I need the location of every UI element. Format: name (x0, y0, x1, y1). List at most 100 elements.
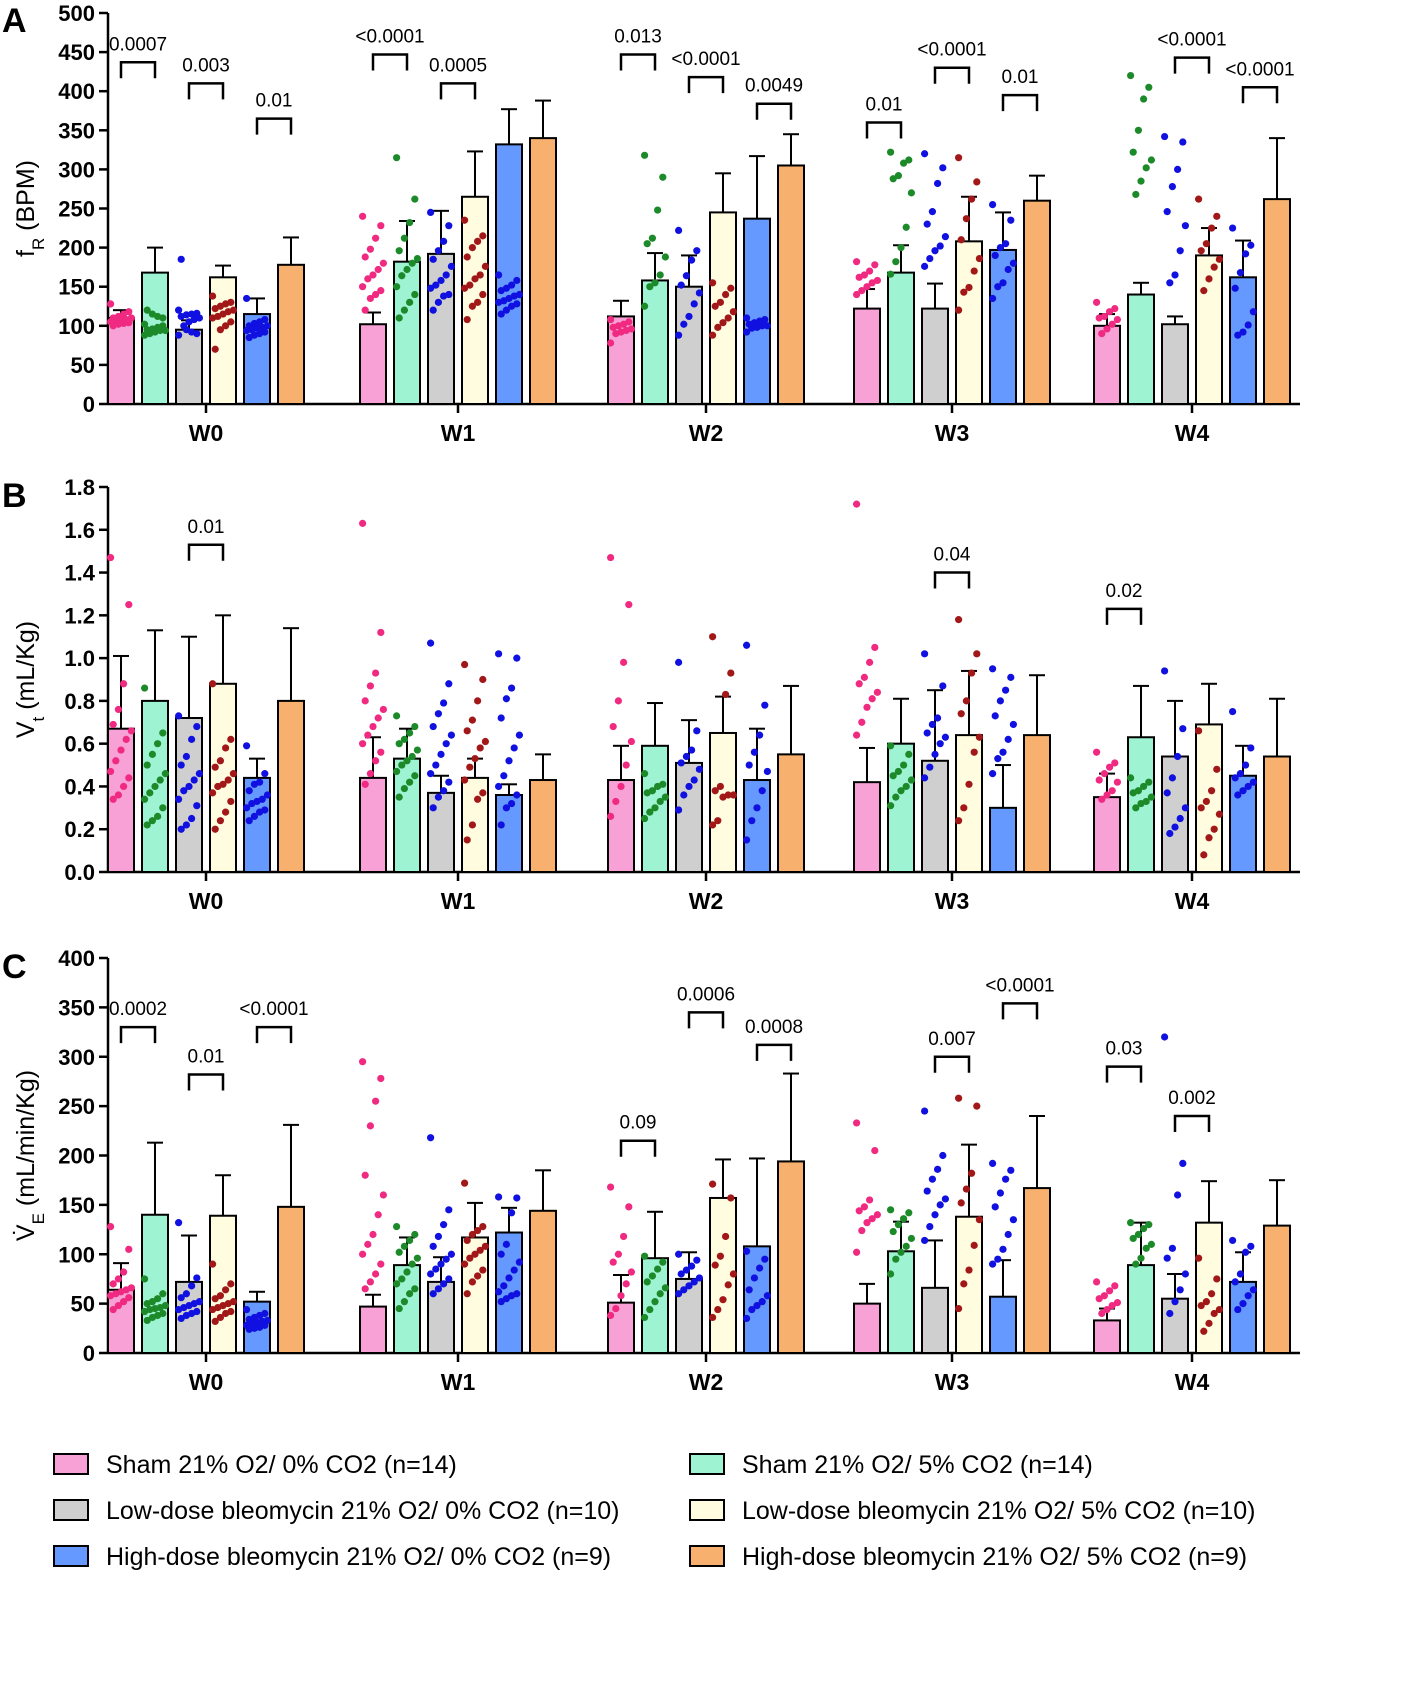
data-point (743, 314, 751, 322)
bar (675, 761, 703, 874)
data-point (466, 763, 474, 771)
data-point (1145, 83, 1153, 91)
data-point (109, 720, 117, 729)
data-point (427, 1270, 435, 1278)
data-point (1197, 247, 1205, 255)
data-point (175, 795, 183, 803)
data-point (177, 255, 185, 263)
data-point (748, 1305, 756, 1314)
data-point (185, 318, 193, 326)
y-axis-label: Vt (mL/Kg) (12, 621, 48, 738)
bar (277, 263, 305, 405)
data-point (393, 154, 401, 162)
bar (743, 1245, 771, 1354)
legend-swatch (689, 1499, 725, 1521)
data-point (1202, 1298, 1210, 1306)
data-point (709, 1313, 717, 1322)
data-point (928, 720, 937, 729)
data-point (427, 639, 435, 647)
data-point (461, 776, 469, 784)
data-point (941, 1195, 950, 1203)
data-point (411, 772, 419, 780)
data-point (889, 772, 897, 780)
y-tick-label: 200 (58, 1144, 95, 1169)
bar (887, 1250, 915, 1354)
data-point (1103, 325, 1111, 333)
bar (743, 217, 771, 405)
data-point (141, 331, 149, 339)
data-point (442, 1255, 450, 1263)
data-point (211, 1317, 219, 1325)
data-point (934, 1165, 942, 1173)
data-point (648, 1272, 657, 1280)
data-point (659, 173, 667, 181)
data-point (1195, 195, 1203, 203)
significance-bracket (371, 53, 409, 71)
data-point (400, 735, 408, 743)
data-point (939, 1151, 947, 1160)
bar (1023, 199, 1051, 405)
y-tick-label: 0.0 (64, 860, 95, 885)
x-tick-label: W4 (1175, 420, 1210, 446)
data-point (1108, 787, 1116, 795)
data-point (1142, 1244, 1150, 1252)
data-point (377, 222, 385, 230)
legend-item: Low-dose bleomycin 21% O2/ 0% CO2 (n=10) (53, 1497, 619, 1525)
y-tick-label: 0 (83, 392, 95, 417)
data-point (406, 1290, 414, 1298)
data-point (607, 339, 615, 347)
data-point (468, 821, 476, 829)
data-point (1002, 1175, 1010, 1183)
data-point (481, 1242, 489, 1250)
data-point (894, 1221, 903, 1229)
data-point (1200, 851, 1208, 859)
data-point (250, 812, 258, 820)
data-point (1147, 793, 1155, 801)
data-point (400, 784, 408, 793)
data-point (211, 825, 219, 833)
data-point (643, 1278, 651, 1286)
data-point (907, 189, 916, 197)
data-point (1137, 1254, 1145, 1262)
data-point (474, 1226, 482, 1235)
data-point (1174, 165, 1182, 173)
data-point (154, 740, 162, 748)
data-point (442, 740, 450, 748)
data-point (429, 306, 437, 314)
data-point (143, 821, 151, 829)
data-point (1127, 71, 1135, 80)
data-point (729, 791, 738, 799)
data-point (894, 172, 903, 180)
data-point (188, 814, 196, 823)
bar (955, 1215, 983, 1354)
data-point (926, 763, 934, 771)
bar (393, 260, 421, 405)
data-point (727, 284, 735, 292)
data-point (957, 1199, 965, 1207)
data-point (991, 251, 999, 260)
data-point (1205, 1319, 1213, 1327)
data-point (372, 757, 380, 765)
data-point (970, 748, 978, 756)
data-point (996, 244, 1005, 252)
data-point (1202, 240, 1210, 248)
data-point (719, 319, 727, 327)
data-point (400, 1242, 408, 1250)
data-point (182, 326, 190, 334)
data-point (195, 770, 203, 778)
data-point (447, 262, 455, 270)
data-point (1205, 275, 1213, 283)
y-tick-label: 250 (58, 197, 95, 222)
data-point (403, 757, 411, 765)
p-value-label: 0.0007 (109, 34, 167, 55)
data-point (609, 722, 617, 731)
data-point (361, 780, 369, 788)
data-point (902, 782, 910, 791)
bar (607, 779, 635, 873)
data-point (359, 1250, 367, 1258)
data-point (989, 1260, 997, 1268)
data-point (675, 226, 683, 234)
data-point (1202, 797, 1210, 806)
data-point (661, 793, 670, 801)
